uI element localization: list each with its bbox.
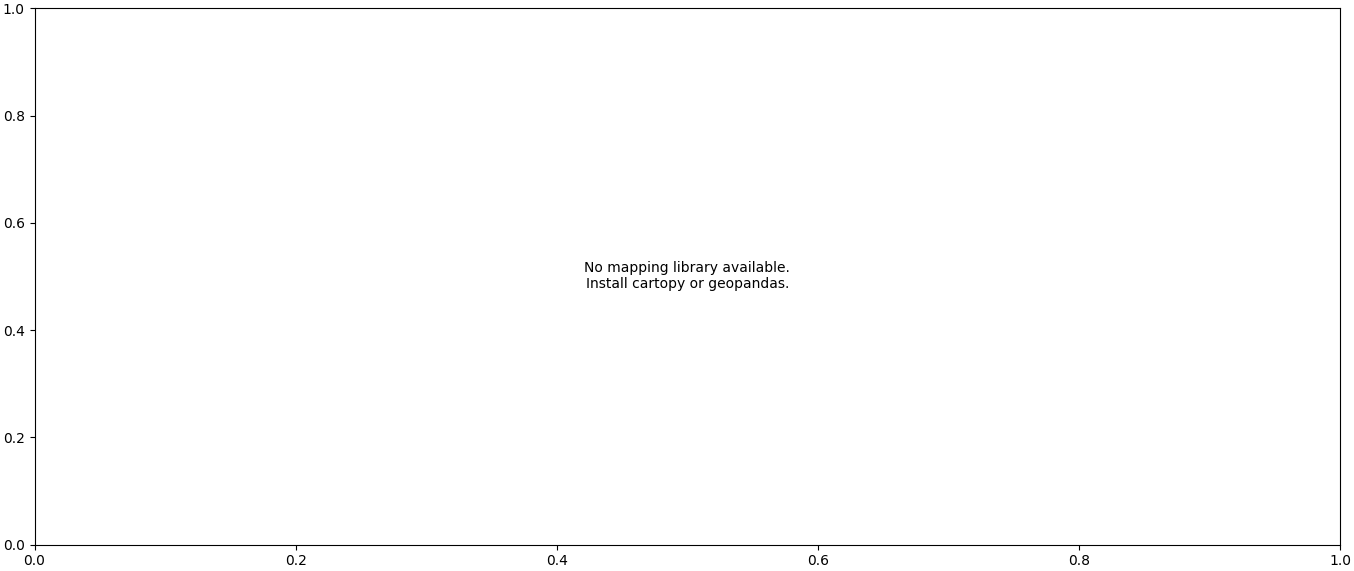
Text: No mapping library available.
Install cartopy or geopandas.: No mapping library available. Install ca… xyxy=(585,262,791,291)
